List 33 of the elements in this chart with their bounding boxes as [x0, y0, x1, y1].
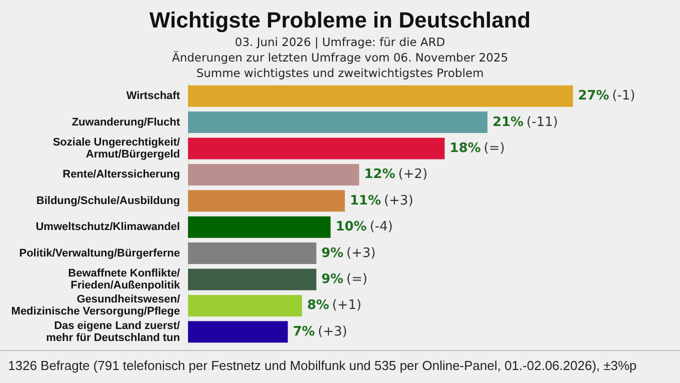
y-tick-label: Zuwanderung/Flucht [72, 116, 180, 128]
bar [188, 164, 360, 186]
bar [188, 112, 488, 134]
bar [188, 242, 316, 264]
data-label: 21% (-11) [492, 114, 558, 130]
y-tick-label: Bildung/Schule/Ausbildung [36, 194, 180, 207]
y-tick-label: Bewaffnete Konflikte/ Frieden/Außenpolitik [68, 268, 181, 292]
bar [188, 216, 331, 238]
text: 1326 Befragte (791 telefonisch per Festnetz und Mobilfunk und 535 per Online-Panel, 01.-02.06.2026), ±3%p [0, 350, 680, 383]
y-tick-label: Gesundheitswesen/ Medizinische Versorgung/Pflege [11, 294, 180, 318]
bar [188, 190, 345, 212]
y-tick-label: Das eigene Land zuerst/ mehr für Deutschland tun [46, 320, 180, 344]
chart-subtitle: 03. Juni 2026 | Umfrage: für die ARD Änderungen zur letzten Umfrage vom 06. November 2025 Summe wichtigstes und zweitwichtigstes Problem [172, 34, 508, 80]
bar [188, 321, 288, 343]
data-label: 8% (+1) [307, 298, 362, 314]
data-label: 9% (=) [321, 272, 368, 287]
data-label: 27% (-1) [578, 88, 636, 104]
data-label: 7% (+3) [292, 324, 348, 340]
data-label: 12% (+2) [364, 167, 428, 182]
y-tick-label: Rente/Alterssicherung [62, 168, 180, 181]
data-label: 10% (-4) [336, 220, 393, 235]
data-label: 9% (+3) [321, 246, 376, 261]
y-tick-label: Soziale Ungerechtigkeit/ Armut/Bürgergeld [52, 136, 180, 160]
bar [188, 138, 445, 160]
y-tick-label: Umweltschutz/Klimawandel [36, 221, 180, 234]
y-tick-label: Wirtschaft [126, 90, 180, 102]
chart-title: Wichtigste Probleme in Deutschland [149, 8, 531, 32]
bar [188, 85, 573, 107]
data-label: 18% (=) [450, 141, 505, 156]
y-tick-label: Politik/Verwaltung/Bürgerferne [19, 247, 180, 260]
bar [188, 294, 302, 316]
bar [188, 268, 316, 290]
data-label: 11% (+3) [350, 193, 414, 208]
